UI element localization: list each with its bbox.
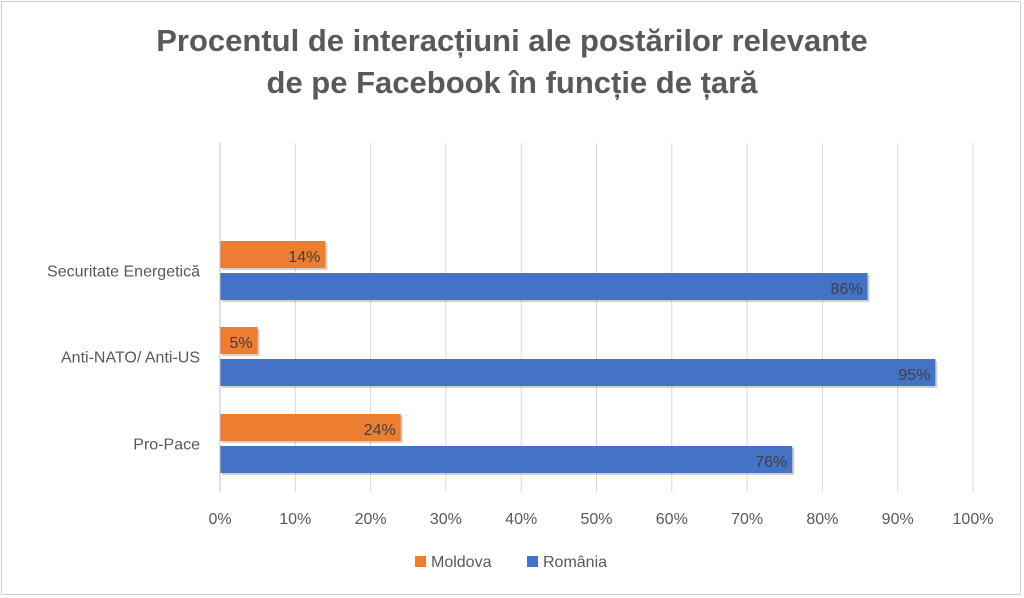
- x-tick-label: 40%: [505, 511, 537, 528]
- x-tick-label: 90%: [882, 511, 914, 528]
- legend-label: Moldova: [431, 554, 492, 571]
- bar-românia: [220, 359, 936, 386]
- data-label: 76%: [755, 454, 787, 471]
- x-tick-label: 100%: [953, 511, 994, 528]
- x-tick-label: 60%: [656, 511, 688, 528]
- y-category-label: Securitate Energetică: [47, 264, 200, 281]
- y-category-label: Pro-Pace: [133, 437, 200, 454]
- x-tick-label: 70%: [731, 511, 763, 528]
- legend-label: România: [543, 554, 607, 571]
- bar-românia: [220, 273, 868, 300]
- bar-moldova: [220, 241, 326, 268]
- bar-moldova: [220, 327, 258, 354]
- legend-swatch: [527, 556, 538, 567]
- data-label: 14%: [288, 249, 320, 266]
- chart-title-line-1: Procentul de interacțiuni ale postărilor…: [156, 23, 868, 58]
- x-tick-label: 50%: [580, 511, 612, 528]
- data-label: 24%: [364, 422, 396, 439]
- x-tick-label: 10%: [279, 511, 311, 528]
- data-label: 5%: [230, 335, 253, 352]
- bar-moldova: [220, 414, 401, 441]
- x-tick-label: 80%: [806, 511, 838, 528]
- data-label: 86%: [831, 281, 863, 298]
- x-tick-label: 0%: [208, 511, 231, 528]
- y-category-label: Anti-NATO/ Anti-US: [61, 350, 200, 367]
- x-tick-label: 30%: [430, 511, 462, 528]
- chart-title: Procentul de interacțiuni ale postărilor…: [0, 20, 1024, 104]
- bar-românia: [220, 446, 793, 473]
- legend-swatch: [415, 556, 426, 567]
- chart-title-line-2: de pe Facebook în funcție de țară: [266, 65, 758, 100]
- x-tick-label: 20%: [355, 511, 387, 528]
- data-label: 95%: [898, 367, 930, 384]
